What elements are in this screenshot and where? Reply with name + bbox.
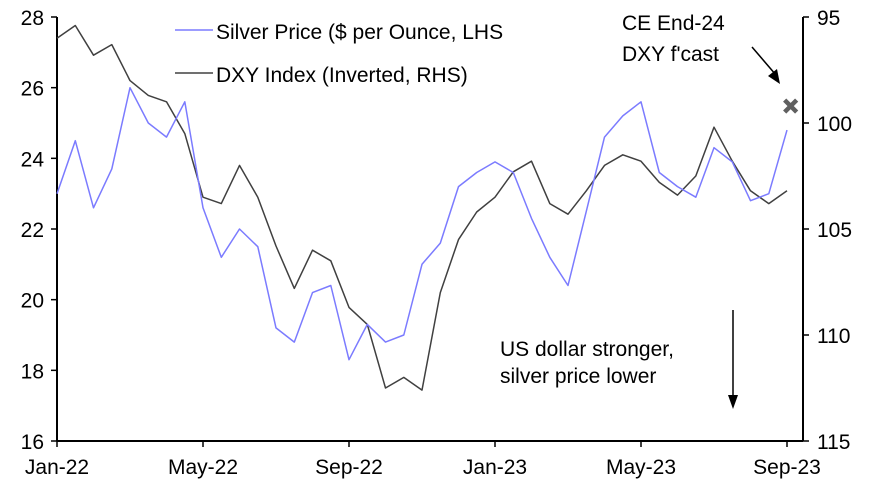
legend-label-dxy: DXY Index (Inverted, RHS): [216, 64, 468, 87]
x-tick-label: Sep-22: [315, 456, 383, 479]
forecast-annotation-line2: DXY f'cast: [622, 43, 719, 66]
forecast-arrowhead: [768, 69, 780, 84]
right-tick-label: 95: [817, 7, 840, 30]
series-line-silver: [57, 88, 787, 360]
left-tick-label: 18: [21, 360, 44, 383]
x-tick-label: Jan-22: [25, 456, 89, 479]
x-tick-label: Jan-23: [463, 456, 527, 479]
note-arrowhead: [728, 395, 738, 409]
legend: Silver Price ($ per Ounce, LHS DXY Index…: [175, 21, 503, 87]
x-tick-label: May-23: [606, 456, 676, 479]
x-tick-label: Sep-23: [753, 456, 821, 479]
note-line2: silver price lower: [500, 365, 656, 388]
legend-label-silver: Silver Price ($ per Ounce, LHS: [216, 21, 503, 44]
left-tick-label: 22: [21, 219, 44, 242]
left-tick-label: 28: [21, 7, 44, 30]
forecast-arrow: [752, 47, 776, 75]
left-tick-label: 26: [21, 78, 44, 101]
note-line1: US dollar stronger,: [500, 338, 674, 361]
left-tick-label: 16: [21, 431, 44, 454]
right-tick-label: 110: [817, 325, 850, 348]
direction-note: US dollar stronger, silver price lower: [500, 310, 738, 409]
forecast-marker: [785, 100, 797, 112]
forecast-x-mark: [785, 100, 797, 112]
forecast-annotation: CE End-24 DXY f'cast: [622, 12, 780, 84]
right-tick-label: 115: [817, 431, 850, 454]
left-tick-label: 24: [21, 148, 45, 171]
left-tick-label: 20: [21, 290, 44, 313]
right-tick-label: 105: [817, 219, 852, 242]
forecast-annotation-line1: CE End-24: [622, 12, 725, 35]
x-tick-label: May-22: [168, 456, 238, 479]
right-tick-label: 100: [817, 113, 852, 136]
